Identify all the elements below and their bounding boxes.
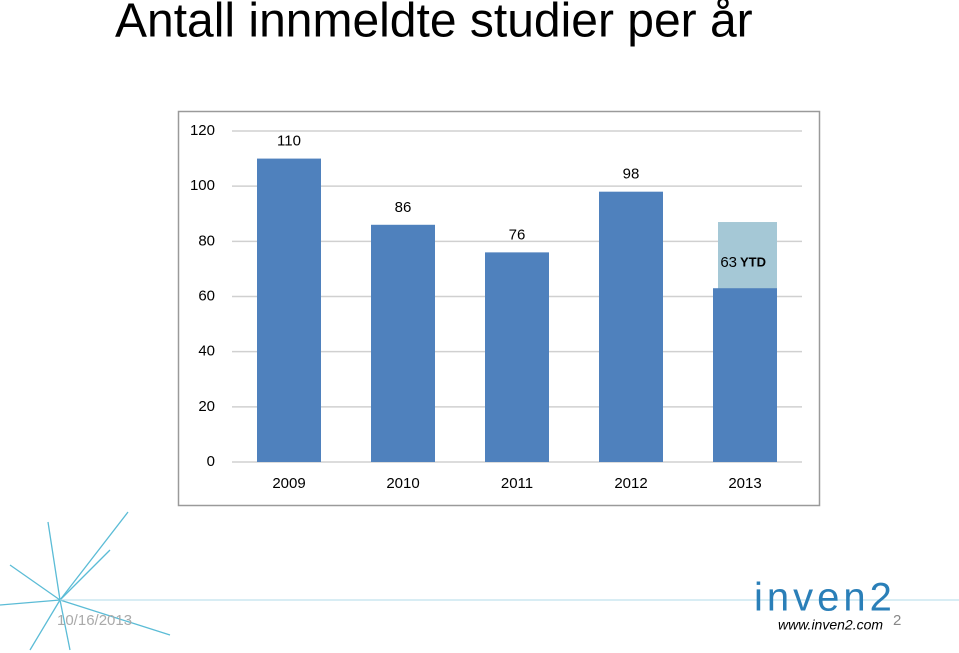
page-number: 2 <box>893 612 901 629</box>
deco-line <box>59 599 71 651</box>
y-tick-label: 40 <box>198 343 215 360</box>
bar <box>599 191 663 462</box>
data-label: 98 <box>623 166 640 183</box>
logo: inven2 <box>754 576 896 620</box>
y-tick-label: 60 <box>198 287 215 304</box>
data-label: 76 <box>509 226 526 243</box>
slide-title: Antall innmeldte studier per år <box>115 0 753 48</box>
y-tick-label: 100 <box>190 177 215 194</box>
y-tick-label: 20 <box>198 398 215 415</box>
y-tick-label: 80 <box>198 232 215 249</box>
data-label: 86 <box>395 199 412 216</box>
decoration <box>0 511 959 651</box>
deco-line <box>9 564 61 601</box>
deco-line <box>59 599 171 636</box>
y-tick-label: 120 <box>190 122 215 139</box>
data-label: 110 <box>277 133 301 150</box>
deco-line <box>0 599 61 606</box>
deco-line <box>29 599 61 651</box>
deco-line <box>59 511 129 601</box>
annotation: YTD <box>740 255 766 270</box>
footer-url: www.inven2.com <box>778 617 883 633</box>
deco-line <box>59 549 111 601</box>
bar <box>485 252 549 462</box>
x-tick-label: 2010 <box>386 475 419 492</box>
deco-line <box>47 521 61 601</box>
bar <box>257 158 321 463</box>
footer-date: 10/16/2013 <box>57 612 132 629</box>
bar <box>713 288 777 462</box>
data-label: 63 <box>720 254 737 271</box>
x-tick-label: 2011 <box>501 475 533 492</box>
x-tick-label: 2013 <box>728 475 761 492</box>
x-tick-label: 2012 <box>614 475 647 492</box>
y-tick-label: 0 <box>207 453 215 470</box>
bar <box>371 224 435 462</box>
x-tick-label: 2009 <box>272 475 305 492</box>
